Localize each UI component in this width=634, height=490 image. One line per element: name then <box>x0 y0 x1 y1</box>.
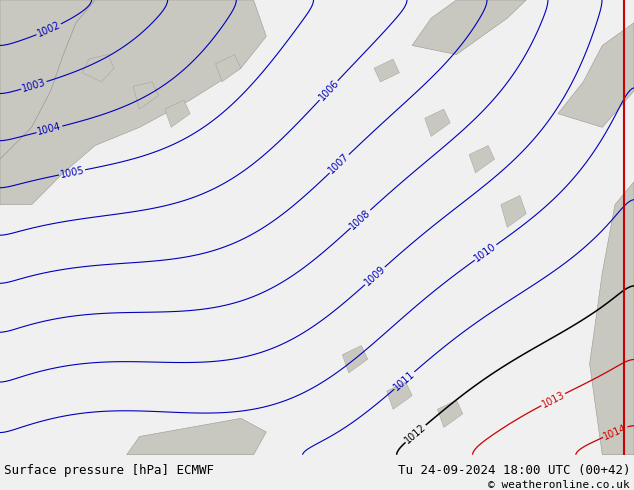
Text: 1004: 1004 <box>36 122 63 137</box>
Polygon shape <box>342 345 368 373</box>
Text: 1010: 1010 <box>473 241 498 264</box>
Text: 1009: 1009 <box>363 264 387 288</box>
Text: Tu 24-09-2024 18:00 UTC (00+42): Tu 24-09-2024 18:00 UTC (00+42) <box>398 464 630 477</box>
Polygon shape <box>133 82 158 109</box>
Text: © weatheronline.co.uk: © weatheronline.co.uk <box>488 480 630 490</box>
Polygon shape <box>0 0 95 159</box>
Polygon shape <box>0 0 266 205</box>
Polygon shape <box>501 196 526 227</box>
Text: 1007: 1007 <box>327 151 352 176</box>
Polygon shape <box>127 418 266 455</box>
Text: Surface pressure [hPa] ECMWF: Surface pressure [hPa] ECMWF <box>4 464 214 477</box>
Polygon shape <box>558 23 634 127</box>
Text: 1012: 1012 <box>403 422 428 445</box>
Text: 1014: 1014 <box>602 422 628 441</box>
Text: 1006: 1006 <box>316 78 340 103</box>
Text: 1002: 1002 <box>36 20 62 39</box>
Polygon shape <box>425 109 450 136</box>
Text: 1005: 1005 <box>59 165 85 180</box>
Polygon shape <box>469 146 495 173</box>
Polygon shape <box>374 59 399 82</box>
Polygon shape <box>216 54 241 82</box>
Polygon shape <box>165 100 190 127</box>
Text: 1013: 1013 <box>540 390 566 410</box>
Polygon shape <box>412 0 526 54</box>
Text: 1011: 1011 <box>392 368 417 392</box>
Polygon shape <box>82 54 114 82</box>
Polygon shape <box>590 182 634 455</box>
Text: 1008: 1008 <box>348 207 373 231</box>
Polygon shape <box>437 400 463 427</box>
Text: 1003: 1003 <box>21 77 47 94</box>
Polygon shape <box>387 382 412 409</box>
